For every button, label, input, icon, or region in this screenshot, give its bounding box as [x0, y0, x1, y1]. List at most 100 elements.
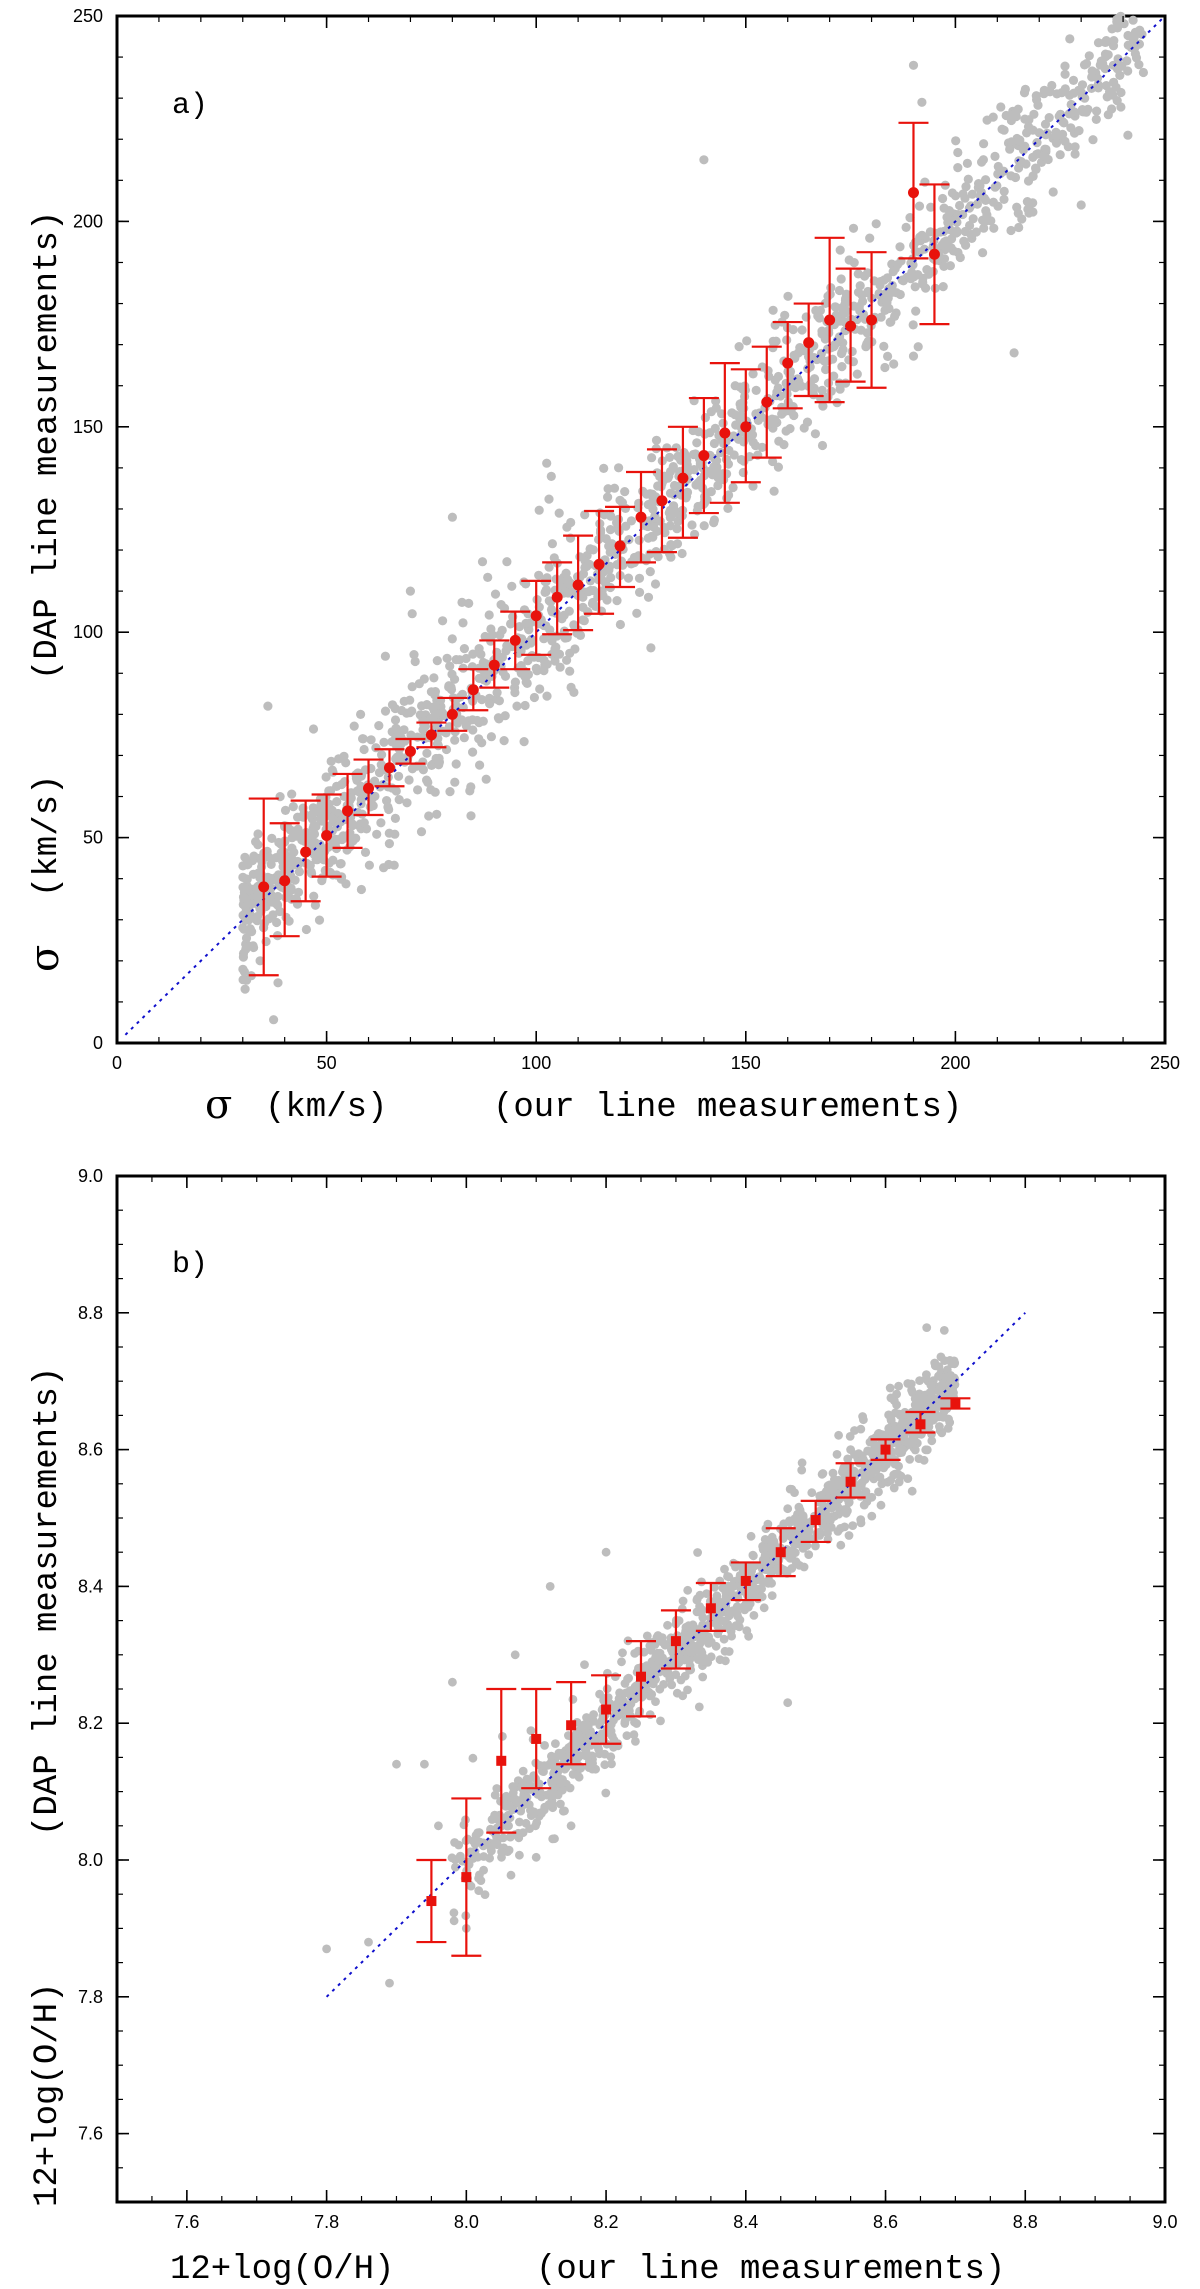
scatter-point — [294, 867, 304, 877]
scatter-point — [485, 699, 495, 709]
scatter-point — [506, 1870, 516, 1880]
scatter-point — [943, 1424, 953, 1433]
error-bar — [835, 267, 866, 383]
scatter-point — [834, 1430, 843, 1440]
scatter-point — [767, 414, 777, 424]
scatter-point — [539, 634, 549, 644]
mean-marker — [363, 782, 375, 794]
scatter-point — [506, 619, 516, 629]
scatter-point — [615, 619, 626, 630]
scatter-point — [856, 325, 866, 335]
scatter-point — [241, 874, 251, 884]
scatter-point — [683, 1585, 693, 1595]
scatter-point — [669, 480, 680, 491]
scatter-point — [1028, 152, 1038, 162]
mean-marker — [740, 1575, 751, 1586]
scatter-point — [903, 1379, 913, 1388]
scatter-point — [742, 336, 752, 346]
scatter-point — [358, 734, 368, 744]
scatter-point — [356, 709, 366, 720]
scatter-point — [427, 760, 437, 771]
error-bar — [730, 368, 761, 484]
scatter-point — [432, 739, 443, 749]
scatter-point — [723, 459, 734, 469]
scatter-point — [241, 944, 251, 954]
scatter-point — [990, 182, 1000, 192]
scatter-point — [694, 1702, 704, 1712]
scatter-point — [945, 207, 955, 217]
scatter-point — [238, 964, 248, 974]
x-tick-label: 8.6 — [873, 2212, 898, 2232]
scatter-point — [658, 1637, 667, 1647]
scatter-point — [416, 827, 427, 837]
scatter-point — [579, 616, 589, 626]
scatter-point — [466, 782, 476, 792]
scatter-point — [521, 618, 531, 628]
error-bar — [451, 1797, 482, 1957]
scatter-point — [622, 1731, 632, 1740]
scatter-point — [1063, 142, 1073, 152]
scatter-point — [541, 585, 551, 595]
scatter-point — [888, 267, 898, 277]
mean-marker — [258, 881, 270, 893]
mean-marker — [915, 1419, 926, 1430]
scatter-point — [676, 1654, 686, 1664]
scatter-point — [817, 440, 828, 451]
scatter-point — [713, 480, 723, 491]
scatter-point — [457, 597, 467, 608]
scatter-point — [797, 325, 807, 335]
mean-marker — [496, 1755, 507, 1766]
scatter-point — [326, 756, 336, 766]
scatter-point — [565, 666, 575, 676]
scatter-point — [476, 649, 486, 660]
scatter-point — [895, 289, 905, 300]
scatter-point — [877, 1479, 887, 1489]
scatter-point — [612, 596, 622, 606]
scatter-point — [889, 1483, 899, 1493]
scatter-point — [390, 829, 400, 839]
scatter-point — [588, 1758, 597, 1768]
scatter-point — [238, 975, 248, 985]
scatter-point — [420, 1759, 429, 1769]
error-bar — [290, 799, 321, 903]
scatter-point — [507, 581, 517, 591]
scatter-point — [394, 795, 404, 805]
scatter-point — [565, 1783, 575, 1793]
scatter-point — [1023, 122, 1034, 132]
scatter-point — [630, 1717, 639, 1727]
scatter-point — [301, 924, 311, 935]
mean-marker — [566, 1720, 577, 1731]
scatter-point — [1025, 199, 1035, 210]
scatter-point — [1093, 38, 1104, 48]
scatter-point — [580, 1660, 589, 1669]
scatter-point — [601, 1547, 611, 1557]
panel-b-ylabel: 12+log(O/H) — [29, 1983, 67, 2207]
mean-marker — [321, 830, 333, 842]
mean-marker — [425, 729, 437, 741]
scatter-point — [1102, 92, 1112, 102]
scatter-point — [1034, 128, 1044, 138]
x-tick-label: 7.6 — [174, 2212, 199, 2232]
scatter-point — [835, 332, 845, 342]
scatter-point — [863, 268, 873, 278]
scatter-point — [615, 1688, 624, 1698]
scatter-point — [642, 489, 652, 499]
scatter-point — [821, 364, 831, 375]
scatter-point — [286, 883, 296, 893]
scatter-point — [584, 559, 594, 570]
scatter-point — [317, 873, 327, 883]
error-bar — [458, 668, 489, 712]
scatter-point — [734, 342, 744, 352]
scatter-point — [589, 1710, 598, 1719]
scatter-point — [544, 494, 554, 504]
scatter-point — [392, 1759, 401, 1769]
scatter-point — [951, 228, 961, 238]
error-bar — [416, 1858, 447, 1944]
error-bar — [486, 1687, 517, 1834]
scatter-point — [308, 724, 319, 734]
scatter-point — [566, 1821, 576, 1831]
scatter-point — [697, 1605, 707, 1615]
scatter-point — [547, 539, 558, 549]
scatter-point — [1060, 61, 1070, 71]
scatter-point — [566, 682, 576, 693]
